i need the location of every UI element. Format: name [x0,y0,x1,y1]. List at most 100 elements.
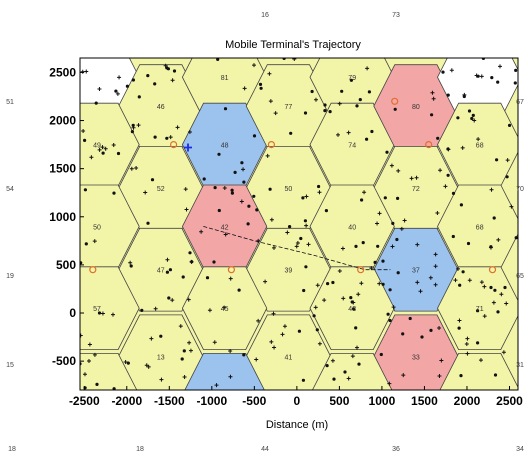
user-dot [433,252,438,257]
hex-cell [439,352,518,390]
margin-label: 65 [516,273,524,280]
user-dot [476,309,480,313]
user-dot [159,377,164,382]
cell-id-label: 50 [93,224,101,231]
user-dot [295,241,300,246]
user-dot [268,187,272,191]
user-dot [446,173,450,177]
user-dot [429,328,433,332]
hex-cell [184,352,265,390]
margin-label: 70 [516,186,524,193]
user-dot [285,230,290,235]
user-dot [349,78,353,82]
user-dot [346,130,351,135]
user-dot [354,326,358,330]
hex-cell [437,266,518,351]
cell-id-label: 68 [476,143,484,150]
user-dot [112,191,116,195]
user-dot [153,135,157,139]
x-tick-label: 1000 [369,394,396,408]
user-dot [146,221,150,225]
user-dot [80,261,83,265]
user-dot [381,259,385,263]
user-dot [186,297,191,302]
user-dot [507,123,512,127]
user-dot [354,244,358,248]
cell-id-label: 57 [93,306,101,313]
base-station-layer [89,97,497,274]
user-dot [459,374,463,378]
user-dot [436,136,440,140]
user-dot [336,132,341,137]
user-dot [92,239,97,244]
margin-label: 19 [6,273,14,280]
user-dot [230,191,234,195]
user-dot [125,84,129,88]
user-dot [228,374,233,379]
user-dot [84,69,89,74]
user-dot [461,270,465,274]
x-axis-label: Distance (m) [266,419,328,431]
user-dot [240,161,244,165]
user-dot [282,324,287,329]
user-dot [501,350,506,355]
user-dot [165,257,170,262]
user-dot [297,329,301,333]
user-dot [409,176,414,181]
user-dot [294,244,299,249]
y-tick-label: 2000 [49,114,76,128]
user-dot [168,268,172,272]
margin-label: 54 [6,186,14,193]
user-dot [466,241,471,246]
user-dot [449,68,454,73]
user-dot [337,268,342,273]
user-dot [467,278,472,283]
user-dot [340,246,345,251]
user-dot [437,325,442,330]
user-dot [465,336,470,341]
hex-cell [311,352,393,390]
user-dot [128,260,133,265]
user-dot [389,163,394,168]
y-tick-label: 1500 [49,162,76,176]
user-dot [495,158,499,162]
user-dot [478,358,483,363]
user-dot [499,292,504,297]
hex-cell [80,102,140,187]
user-dot [114,89,118,93]
user-dot [182,374,187,379]
user-dot [166,67,170,71]
user-dot [393,107,397,111]
user-dot [365,137,369,141]
user-dot [172,69,177,73]
user-dot [439,358,444,363]
user-dot [146,364,151,369]
user-dot [315,283,320,288]
user-dot [514,236,518,240]
user-dot [479,280,484,285]
user-dot [489,187,494,192]
cell-id-label: 71 [476,306,484,313]
base-station-marker [267,141,275,149]
user-dot [271,245,276,250]
user-dot [456,116,460,120]
user-dot [375,221,380,226]
user-dot [222,305,227,310]
user-dot [265,153,270,158]
user-dot [352,307,356,311]
cell-id-label: 50 [285,186,293,193]
user-dot [163,63,168,68]
user-dot [343,370,347,374]
user-dot [418,289,423,294]
base-station-marker [357,266,365,274]
user-dot [202,177,206,181]
user-dot [271,311,276,316]
user-dot [187,130,192,135]
user-dot [451,234,455,239]
user-dot [441,70,445,74]
x-tick-label: 500 [329,394,349,408]
user-dot [496,310,500,314]
user-dot [167,296,171,300]
user-dot [214,383,219,388]
user-dot [358,98,362,102]
